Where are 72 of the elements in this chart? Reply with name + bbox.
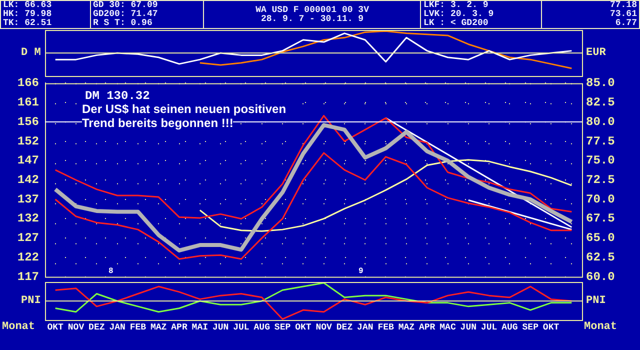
x-tick-label: MAZ xyxy=(150,322,167,333)
text: GD 30: 67.09 xyxy=(92,0,159,10)
x-tick-label: MAZ xyxy=(398,322,415,333)
y-tick-label: 142 xyxy=(17,173,39,188)
text: LK : < GD200 xyxy=(423,18,490,28)
x-tick-label: AUG xyxy=(254,322,270,333)
y2-tick-label: 77.5 xyxy=(586,134,615,148)
x-tick-label: JUL xyxy=(480,322,498,333)
y-axis-title: D M xyxy=(21,47,41,59)
y-tick-label: 137 xyxy=(17,192,39,206)
text: Monat xyxy=(2,321,36,333)
x-tick-label: SEP xyxy=(522,322,540,333)
x-tick-label: OKT xyxy=(47,322,64,333)
x-tick-label: FEB xyxy=(130,322,147,333)
y2-tick-label: 65.0 xyxy=(586,231,615,246)
text: 77.18 xyxy=(610,0,637,10)
y-tick-label: 132 xyxy=(17,212,39,226)
annotation: 8 xyxy=(108,267,114,276)
y2-axis-title: EUR xyxy=(586,47,606,59)
annotation: 9 xyxy=(358,267,364,276)
annotation: DM 130.32 xyxy=(85,89,150,103)
text: 73.61 xyxy=(610,9,637,19)
y2-tick-label: 60.0 xyxy=(586,270,615,284)
text: LVK: 20. 3. 9 xyxy=(423,9,495,19)
x-tick-label: APR xyxy=(418,322,436,333)
y-axis-title: PNI xyxy=(21,295,41,307)
x-tick-label: JAN xyxy=(109,322,126,333)
y2-axis-title: PNI xyxy=(586,295,606,307)
text: LK: 66.63 xyxy=(3,0,53,10)
y2-tick-label: 85.0 xyxy=(586,76,615,90)
x-tick-label: JUL xyxy=(233,322,250,333)
text: GD200: 71.47 xyxy=(92,9,159,19)
text: HK: 79.98 xyxy=(3,9,53,19)
y-tick-label: 156 xyxy=(17,114,39,129)
x-tick-label: JUN xyxy=(460,322,477,333)
text: R S T: 0.96 xyxy=(92,18,154,28)
x-tick-label: SEP xyxy=(274,322,292,333)
x-tick-label: NOV xyxy=(68,322,85,333)
x-tick-label: OKT xyxy=(542,322,560,333)
x-tick-label: JUN xyxy=(212,322,229,333)
annotation: Trend bereits begonnen !!! xyxy=(82,116,234,130)
x-tick-label: MAI xyxy=(192,322,208,333)
text: TK: 62.51 xyxy=(3,18,53,28)
y2-tick-label: 75.0 xyxy=(586,154,615,168)
y2-tick-label: 67.5 xyxy=(586,212,615,226)
y-tick-label: 117 xyxy=(17,270,39,284)
y-tick-label: 147 xyxy=(17,154,39,168)
x-tick-label: AUG xyxy=(502,322,518,333)
y-tick-label: 161 xyxy=(17,96,39,110)
x-tick-label: DEZ xyxy=(88,322,105,333)
y-tick-label: 127 xyxy=(17,231,39,246)
x-tick-label: FEB xyxy=(378,322,394,333)
y2-tick-label: 62.5 xyxy=(586,250,615,264)
y-tick-label: 166 xyxy=(17,76,39,90)
x-tick-label: NOV xyxy=(316,322,333,333)
text: LKF: 3. 2. 9 xyxy=(423,0,490,10)
y2-tick-label: 70.0 xyxy=(586,192,615,206)
x-tick-label: APR xyxy=(171,322,188,333)
text: 6.77 xyxy=(615,18,637,28)
annotation: Der US$ hat seinen neuen positiven xyxy=(82,102,286,116)
text: WA USD F 000001 00 3V xyxy=(256,4,369,14)
y-tick-label: 122 xyxy=(17,250,39,264)
y2-tick-label: 82.5 xyxy=(586,96,615,110)
text: 28. 9. 7 - 30.11. 9 xyxy=(260,14,364,24)
x-axis-title: Monat xyxy=(584,321,618,333)
x-tick-label: OKT xyxy=(295,322,312,333)
y2-tick-label: 80.0 xyxy=(586,114,615,129)
x-tick-label: DEZ xyxy=(336,322,353,333)
x-tick-label: JAN xyxy=(357,322,374,333)
y2-tick-label: 72.5 xyxy=(586,173,615,188)
y-tick-label: 152 xyxy=(17,134,39,148)
x-tick-label: MAC xyxy=(440,322,456,333)
